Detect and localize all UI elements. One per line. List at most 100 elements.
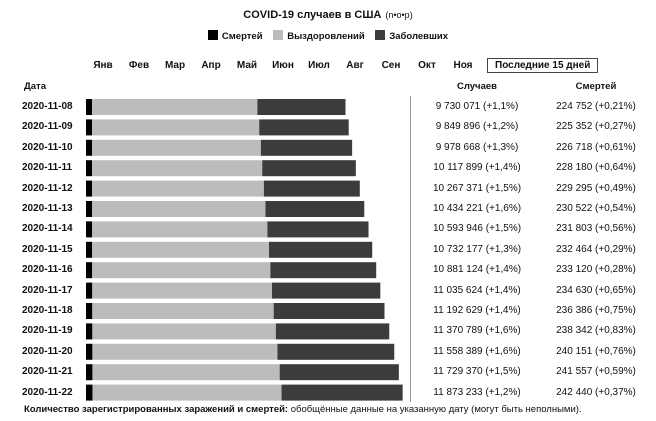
bar-segment-deaths [86, 364, 93, 381]
cases-value: 10 593 946 (+1,5%) [432, 223, 522, 235]
header-deaths: Смертей [575, 81, 617, 92]
bar-segment-recovered [92, 262, 271, 279]
legend-label-recovered: Выздоровлений [287, 31, 365, 42]
bar-segment-deaths [86, 99, 92, 115]
legend: Смертей Выздоровлений Заболевших [0, 30, 656, 42]
header-date: Дата [24, 81, 46, 92]
bar-segment-active [275, 323, 390, 340]
footnote-text: обобщённые данные на указанную дату (мог… [288, 404, 582, 415]
cases-value: 10 117 899 (+1,4%) [433, 162, 521, 174]
deaths-value: 231 803 (+0,56%) [556, 223, 636, 235]
cases-value: 11 873 233 (+1,2%) [433, 386, 521, 398]
date-label: 2020-11-22 [22, 386, 73, 398]
bar-segment-active [262, 160, 356, 177]
bar-segment-deaths [86, 119, 93, 136]
month-mar[interactable]: Мар [164, 59, 186, 71]
bar-segment-active [260, 139, 353, 156]
bar-segment-deaths [86, 221, 93, 238]
date-label: 2020-11-09 [22, 121, 73, 133]
legend-swatch-active [375, 30, 386, 40]
bar-segment-recovered [92, 119, 260, 136]
bar-segment-active [259, 119, 349, 136]
deaths-value: 230 522 (+0,54%) [556, 203, 636, 214]
bar-segment-active [277, 343, 395, 360]
month-apr[interactable]: Апр [201, 59, 221, 71]
month-jan[interactable]: Янв [93, 59, 113, 71]
month-nov[interactable]: Ноя [453, 59, 473, 71]
bar-segment-recovered [92, 160, 263, 177]
date-label: 2020-11-13 [22, 203, 73, 214]
date-label: 2020-11-10 [22, 141, 73, 153]
cases-value: 10 434 221 (+1,6%) [432, 203, 522, 214]
deaths-value: 224 752 (+0,21%) [556, 101, 636, 112]
deaths-value: 228 180 (+0,64%) [556, 162, 636, 174]
cases-value: 10 267 371 (+1,5%) [432, 182, 522, 194]
bar-segment-deaths [86, 303, 93, 319]
month-may[interactable]: Май [236, 59, 258, 71]
bar-segment-active [272, 282, 381, 299]
bar-segment-recovered [92, 384, 282, 401]
chart-title-suffix: (n•o•p) [385, 10, 413, 20]
month-aug[interactable]: Авг [346, 59, 364, 71]
legend-item-recovered: Выздоровлений [273, 30, 365, 42]
bar-segment-recovered [92, 139, 261, 156]
month-oct[interactable]: Окт [418, 59, 436, 71]
deaths-value: 241 557 (+0,59%) [556, 366, 636, 378]
bar-segment-recovered [92, 221, 268, 238]
deaths-value: 236 386 (+0,75%) [556, 305, 636, 316]
cases-value: 11 035 624 (+1,4%) [433, 284, 521, 296]
bar-segment-active [267, 221, 369, 238]
bar-segment-active [281, 384, 403, 401]
deaths-value: 225 352 (+0,27%) [556, 121, 636, 133]
footnote: Количество зарегистрированных заражений … [24, 404, 582, 415]
deaths-value: 240 151 (+0,76%) [556, 345, 636, 357]
month-feb[interactable]: Фев [128, 59, 150, 71]
cases-value: 9 978 668 (+1,3%) [435, 141, 519, 153]
cases-value: 11 729 370 (+1,5%) [433, 366, 521, 378]
month-selector: Янв Фев Мар Апр Май Июн Июл Авг Сен Окт … [85, 56, 599, 74]
date-label: 2020-11-12 [22, 182, 73, 194]
bar-segment-recovered [91, 99, 258, 115]
deaths-value: 242 440 (+0,37%) [556, 386, 636, 398]
bar-segment-recovered [92, 323, 276, 340]
bar-segment-deaths [86, 241, 93, 258]
bar-segment-recovered [92, 241, 270, 258]
legend-swatch-deaths [207, 30, 218, 40]
legend-swatch-recovered [273, 30, 284, 40]
date-label: 2020-11-14 [22, 223, 73, 235]
bar-segment-deaths [86, 343, 93, 360]
date-label: 2020-11-18 [22, 305, 73, 316]
legend-item-deaths: Смертей [207, 30, 263, 42]
cases-value: 9 730 071 (+1,1%) [435, 101, 519, 112]
bar-segment-active [279, 364, 399, 381]
last-15-days-button[interactable]: Последние 15 дней [487, 57, 599, 73]
deaths-value: 232 464 (+0,29%) [556, 243, 636, 255]
cases-value: 9 849 896 (+1,2%) [435, 121, 519, 133]
deaths-value: 229 295 (+0,49%) [556, 182, 636, 194]
bar-segment-recovered [92, 180, 264, 197]
month-jun[interactable]: Июн [272, 59, 294, 71]
month-sep[interactable]: Сен [381, 59, 401, 71]
bar-segment-deaths [86, 201, 93, 217]
deaths-value: 226 718 (+0,61%) [556, 141, 636, 153]
bar-segment-deaths [86, 180, 93, 197]
bar-segment-deaths [86, 139, 93, 156]
month-jul[interactable]: Июл [308, 59, 330, 71]
bar-segment-active [263, 180, 360, 197]
bar-segment-recovered [92, 343, 278, 360]
bar-segment-active [269, 241, 373, 258]
date-label: 2020-11-17 [22, 284, 73, 296]
footnote-bold: Количество зарегистрированных заражений … [24, 404, 289, 415]
cases-value: 11 558 389 (+1,6%) [433, 345, 521, 357]
cases-value: 10 732 177 (+1,3%) [432, 243, 522, 255]
date-label: 2020-11-15 [22, 243, 73, 255]
bar-segment-deaths [86, 384, 93, 401]
bar-segment-deaths [86, 262, 93, 279]
header-cases: Случаев [457, 81, 497, 92]
chart-title-text: COVID-19 случаев в США [243, 9, 382, 21]
date-label: 2020-11-16 [22, 264, 73, 276]
bar-segment-recovered [92, 282, 273, 299]
bar-segment-active [257, 99, 346, 115]
